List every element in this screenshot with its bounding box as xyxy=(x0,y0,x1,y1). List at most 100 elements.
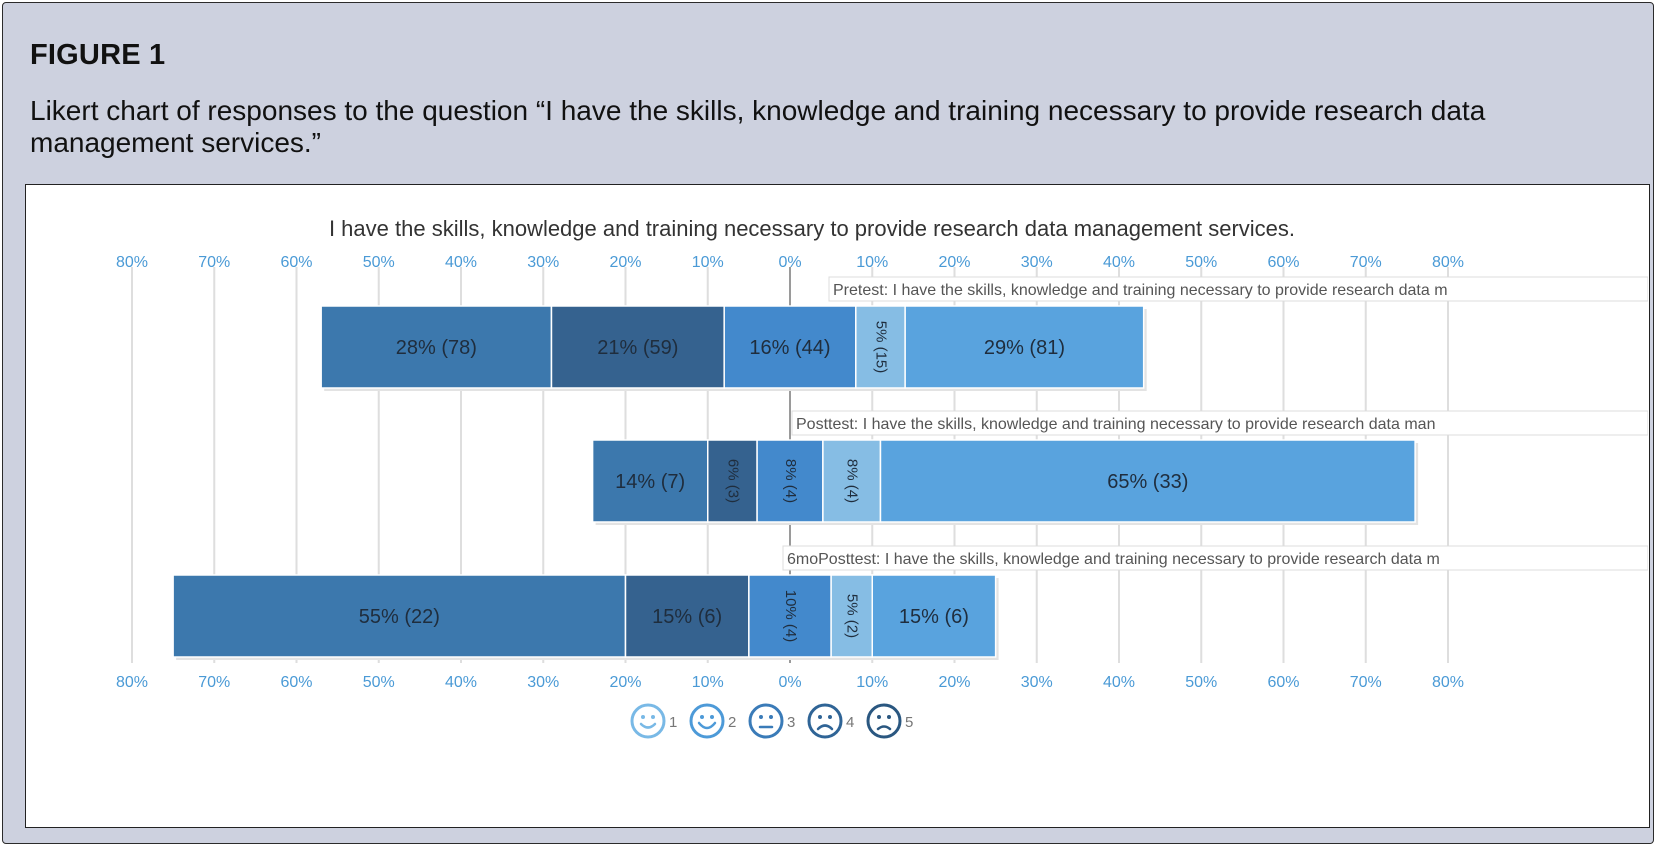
data-label: 29% (81) xyxy=(984,337,1065,359)
x-tick-label-top: 30% xyxy=(1021,254,1053,271)
x-tick-label-bottom: 60% xyxy=(1267,674,1299,691)
figure-label: FIGURE 1 xyxy=(30,39,166,71)
bar-segment xyxy=(871,574,997,658)
face-mouth xyxy=(816,724,834,731)
category-label: 6moPosttest: I have the skills, knowledg… xyxy=(787,551,1440,568)
x-tick-label-top: 50% xyxy=(363,254,395,271)
x-tick-label-top: 0% xyxy=(778,254,801,271)
face-outline xyxy=(689,703,725,739)
big-smile-face-icon xyxy=(630,703,666,739)
face-mouth xyxy=(876,725,892,731)
face-mouth xyxy=(639,722,657,729)
bar-segment xyxy=(830,574,873,658)
likert-chart: I have the skills, knowledge and trainin… xyxy=(116,216,1649,739)
x-tick-label-top: 20% xyxy=(938,254,970,271)
data-label: 5% (15) xyxy=(873,321,890,374)
x-tick-label-bottom: 20% xyxy=(609,674,641,691)
category-label-box xyxy=(828,276,1649,302)
face-outline xyxy=(866,703,902,739)
x-tick-label-top: 70% xyxy=(1350,254,1382,271)
bar-segment xyxy=(904,305,1145,389)
face-eye xyxy=(710,715,714,719)
legend-label: 4 xyxy=(846,714,854,731)
category-label: Pretest: I have the skills, knowledge an… xyxy=(833,282,1448,299)
x-tick-label-bottom: 50% xyxy=(1185,674,1217,691)
x-tick-label-top: 10% xyxy=(856,254,888,271)
x-tick-label-bottom: 60% xyxy=(280,674,312,691)
face-eye xyxy=(759,715,763,719)
neutral-face-icon xyxy=(748,703,784,739)
bar-segment xyxy=(822,439,882,523)
x-tick-label-top: 30% xyxy=(527,254,559,271)
bar-segment xyxy=(550,305,725,389)
x-tick-label-bottom: 30% xyxy=(527,674,559,691)
frown-face-icon xyxy=(866,703,902,739)
bar-segment xyxy=(320,305,553,389)
face-eye xyxy=(700,715,704,719)
category-label-box xyxy=(791,410,1649,436)
data-label: 8% (4) xyxy=(782,459,799,503)
x-tick-label-bottom: 80% xyxy=(116,674,148,691)
bar-segment xyxy=(624,574,750,658)
legend-label: 1 xyxy=(669,714,677,731)
data-label: 15% (6) xyxy=(899,606,969,628)
data-label: 8% (4) xyxy=(844,459,861,503)
x-tick-label-bottom: 30% xyxy=(1021,674,1053,691)
x-tick-label-top: 50% xyxy=(1185,254,1217,271)
bar-segment xyxy=(879,439,1416,523)
x-tick-label-top: 20% xyxy=(609,254,641,271)
x-tick-label-bottom: 10% xyxy=(692,674,724,691)
x-tick-label-bottom: 50% xyxy=(363,674,395,691)
x-tick-label-top: 60% xyxy=(280,254,312,271)
x-tick-label-top: 80% xyxy=(1432,254,1464,271)
face-eye xyxy=(877,715,881,719)
x-tick-label-top: 10% xyxy=(692,254,724,271)
x-tick-label-bottom: 40% xyxy=(445,674,477,691)
figure-caption: Likert chart of responses to the questio… xyxy=(30,95,1486,158)
x-tick-label-top: 70% xyxy=(198,254,230,271)
chart-legend: 1 2 3 4 5 xyxy=(630,703,913,739)
face-eye xyxy=(641,715,645,719)
face-eye xyxy=(818,715,822,719)
x-tick-label-bottom: 10% xyxy=(856,674,888,691)
chart-panel: I have the skills, knowledge and trainin… xyxy=(25,184,1650,828)
x-tick-label-bottom: 40% xyxy=(1103,674,1135,691)
legend-label: 3 xyxy=(787,714,795,731)
chart-title: I have the skills, knowledge and trainin… xyxy=(329,216,1295,241)
x-tick-label-top: 40% xyxy=(1103,254,1135,271)
data-label: 15% (6) xyxy=(652,606,722,628)
category-label: Posttest: I have the skills, knowledge a… xyxy=(796,416,1435,433)
data-label: 6% (3) xyxy=(724,459,741,503)
bar-segment xyxy=(748,574,832,658)
face-outline xyxy=(748,703,784,739)
sad-face-icon xyxy=(807,703,843,739)
bar-segment xyxy=(855,305,906,389)
x-tick-label-bottom: 70% xyxy=(198,674,230,691)
data-label: 55% (22) xyxy=(359,606,440,628)
data-label: 28% (78) xyxy=(396,337,477,359)
x-tick-label-bottom: 0% xyxy=(778,674,801,691)
legend-label: 2 xyxy=(728,714,736,731)
face-outline xyxy=(630,703,666,739)
x-tick-label-bottom: 20% xyxy=(938,674,970,691)
x-tick-label-bottom: 80% xyxy=(1432,674,1464,691)
x-tick-label-bottom: 70% xyxy=(1350,674,1382,691)
bar-segment xyxy=(172,574,627,658)
bar-segment xyxy=(723,305,857,389)
face-eye xyxy=(828,715,832,719)
data-label: 65% (33) xyxy=(1107,471,1188,493)
x-tick-label-top: 60% xyxy=(1267,254,1299,271)
bar-segment xyxy=(756,439,824,523)
smile-face-icon xyxy=(689,703,725,739)
legend-label: 5 xyxy=(905,714,913,731)
face-eye xyxy=(769,715,773,719)
data-label: 14% (7) xyxy=(615,471,685,493)
face-outline xyxy=(807,703,843,739)
x-tick-label-top: 40% xyxy=(445,254,477,271)
face-eye xyxy=(651,715,655,719)
face-eye xyxy=(887,715,891,719)
data-label: 21% (59) xyxy=(597,337,678,359)
data-label: 5% (2) xyxy=(844,594,861,638)
data-label: 16% (44) xyxy=(749,337,830,359)
x-tick-label-top: 80% xyxy=(116,254,148,271)
